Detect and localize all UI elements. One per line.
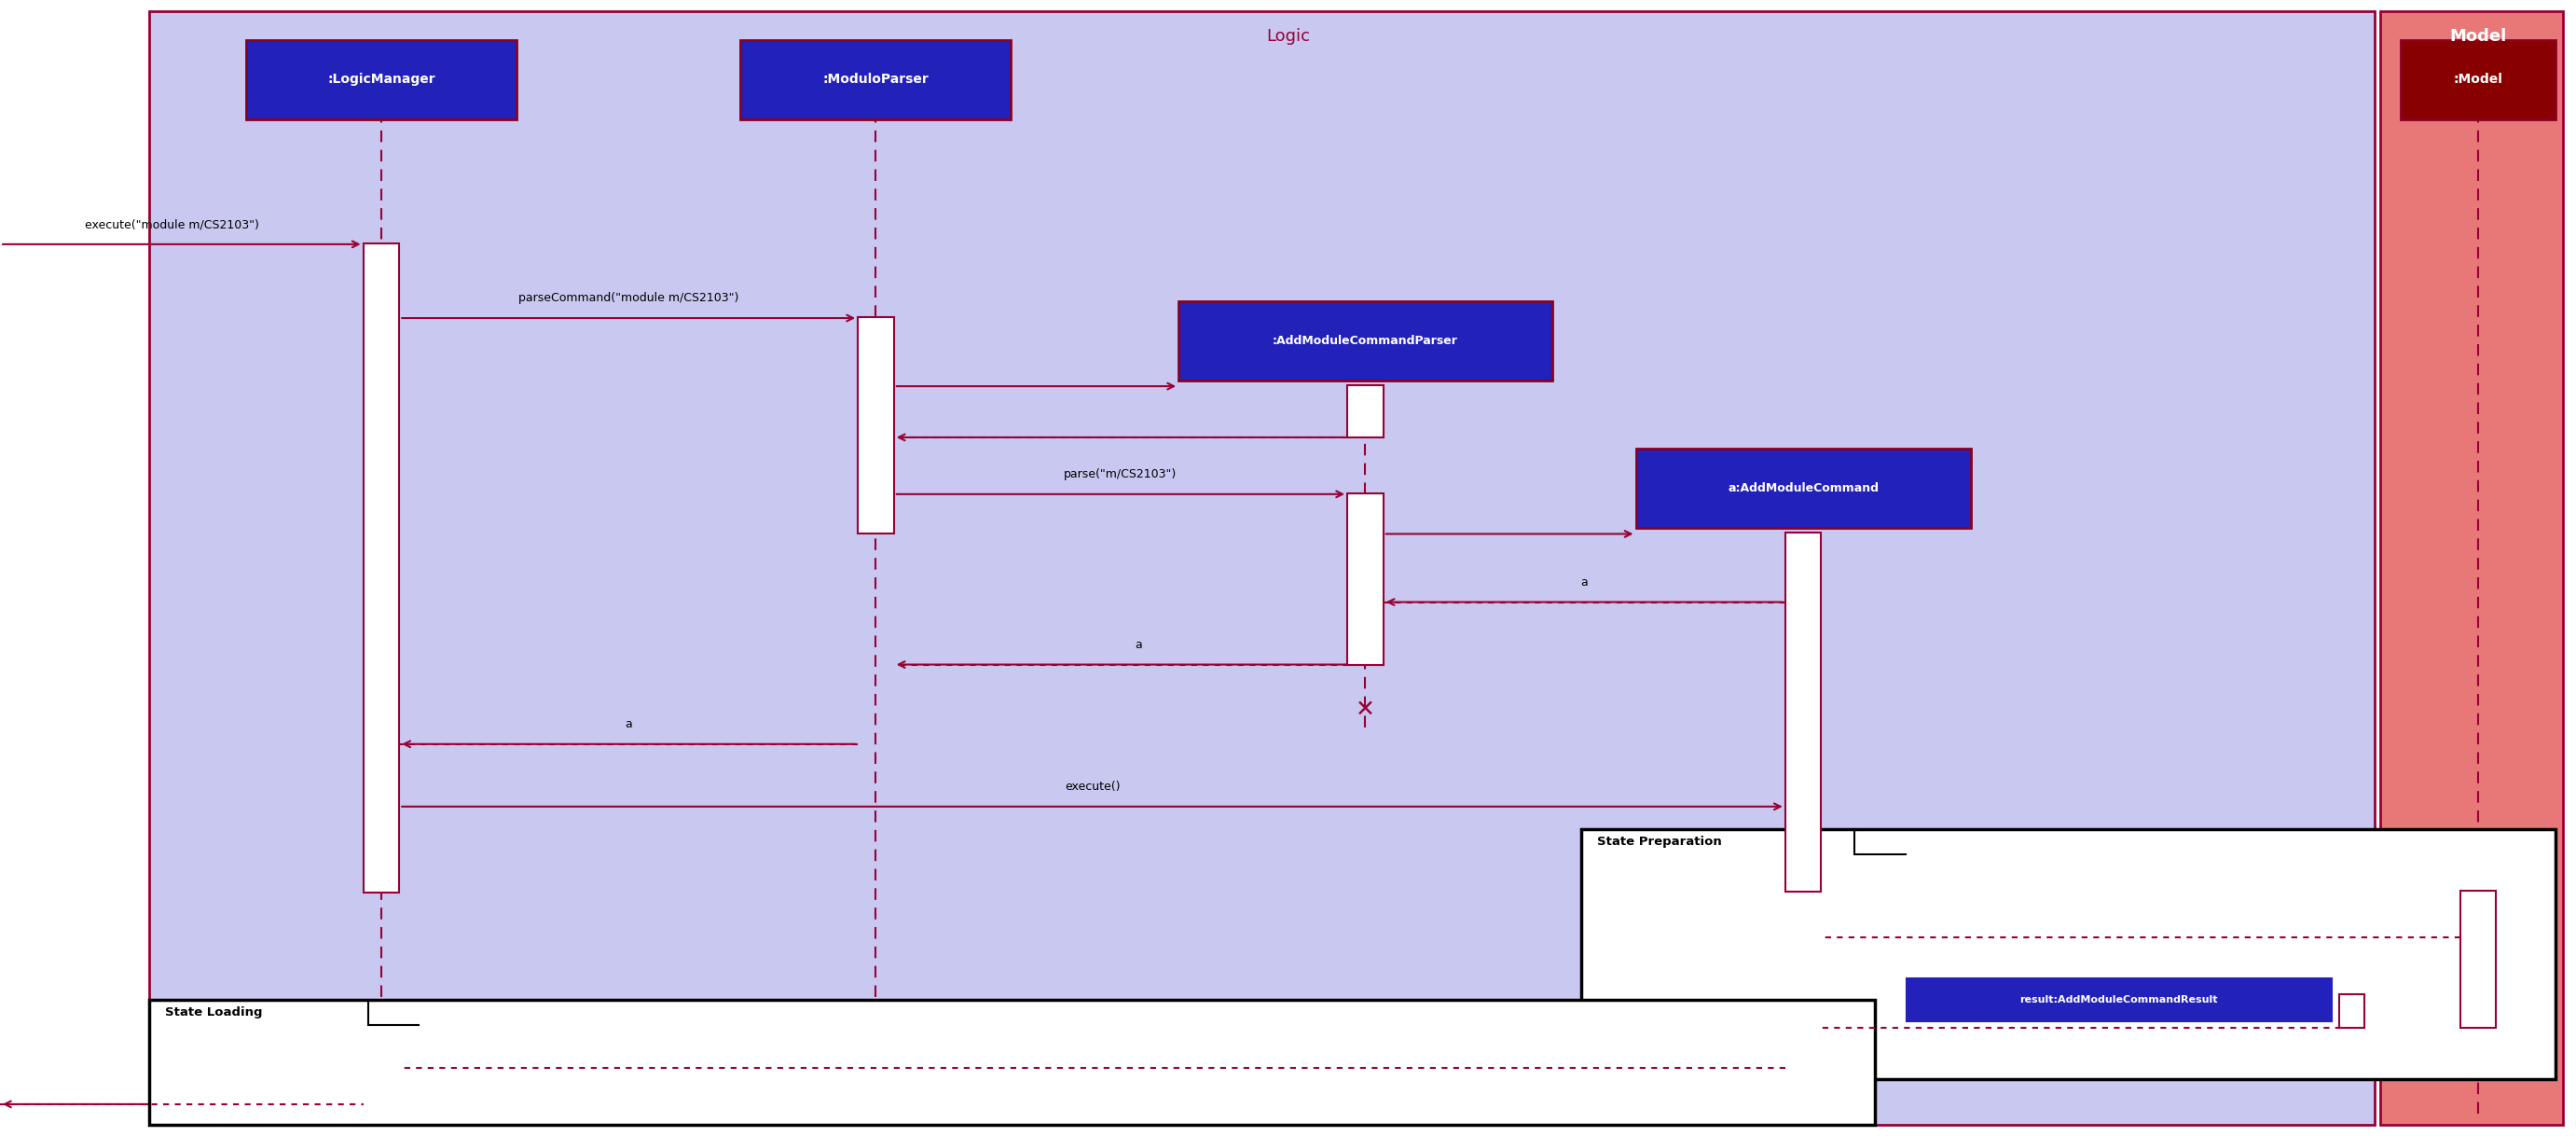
FancyBboxPatch shape	[1347, 385, 1383, 437]
Text: result:AddModuleCommandResult: result:AddModuleCommandResult	[2020, 995, 2218, 1004]
FancyBboxPatch shape	[363, 243, 399, 893]
FancyBboxPatch shape	[2380, 11, 2563, 1125]
Text: execute(): execute()	[1064, 780, 1121, 793]
Text: result: result	[1077, 1042, 1108, 1054]
FancyBboxPatch shape	[1347, 493, 1383, 665]
Text: Model: Model	[2450, 28, 2506, 45]
Text: :LogicManager: :LogicManager	[327, 73, 435, 86]
FancyBboxPatch shape	[742, 40, 1010, 119]
FancyBboxPatch shape	[247, 40, 515, 119]
FancyBboxPatch shape	[1636, 449, 1971, 528]
Text: a: a	[1136, 638, 1141, 651]
Text: a:AddModuleCommand: a:AddModuleCommand	[1728, 483, 1878, 494]
FancyBboxPatch shape	[2460, 891, 2496, 1028]
Text: parseCommand("module m/CS2103"): parseCommand("module m/CS2103")	[518, 292, 739, 304]
FancyBboxPatch shape	[2339, 994, 2365, 1028]
Text: a: a	[1582, 576, 1587, 588]
FancyBboxPatch shape	[858, 317, 894, 534]
Text: State Loading: State Loading	[165, 1006, 263, 1019]
FancyBboxPatch shape	[1906, 978, 2331, 1021]
FancyBboxPatch shape	[1582, 829, 2555, 1079]
Text: :ModuloParser: :ModuloParser	[822, 73, 930, 86]
Text: State Preparation: State Preparation	[1597, 836, 1721, 849]
Text: a: a	[626, 718, 631, 730]
Text: ✕: ✕	[1355, 699, 1376, 721]
FancyBboxPatch shape	[149, 11, 2375, 1125]
FancyBboxPatch shape	[1785, 533, 1821, 892]
FancyBboxPatch shape	[1180, 301, 1551, 381]
FancyBboxPatch shape	[2401, 40, 2555, 119]
Text: :Model: :Model	[2452, 73, 2504, 86]
Text: parse("m/CS2103"): parse("m/CS2103")	[1064, 468, 1177, 481]
Text: execute("module m/CS2103"): execute("module m/CS2103")	[85, 218, 258, 231]
Text: addModule("CS2103"): addModule("CS2103")	[2076, 866, 2205, 878]
FancyBboxPatch shape	[149, 1000, 1875, 1125]
Text: Logic: Logic	[1265, 28, 1311, 45]
Text: :AddModuleCommandParser: :AddModuleCommandParser	[1273, 335, 1458, 346]
